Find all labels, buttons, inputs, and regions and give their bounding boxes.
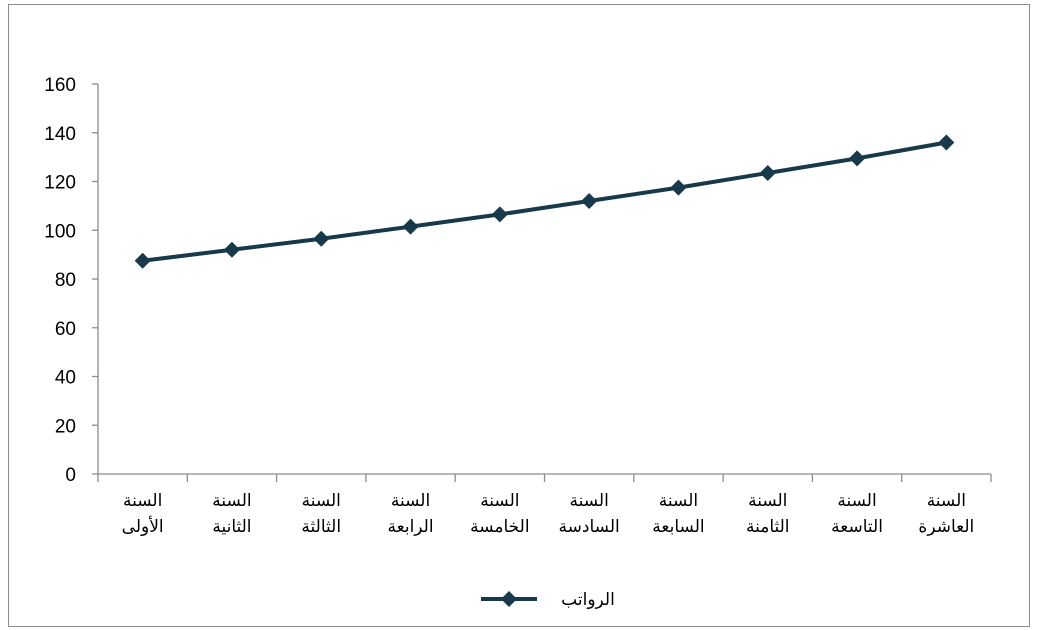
x-tick-label: السنة الأولى [122, 491, 164, 537]
y-tick-label: 0 [65, 465, 76, 486]
data-point-marker [849, 150, 866, 167]
y-tick-label: 60 [55, 319, 76, 340]
y-tick-label: 80 [55, 270, 76, 291]
x-tick-label: السنة الرابعة [388, 491, 434, 537]
data-point-marker [670, 179, 687, 196]
x-tick-label: السنة الثانية [212, 491, 251, 537]
data-point-marker [134, 252, 151, 269]
series-layer [134, 134, 955, 269]
x-tick-label: السنة الثالثة [301, 491, 341, 537]
chart-frame [8, 4, 1030, 627]
y-tick-label: 40 [55, 368, 76, 389]
x-tick-label: السنة العاشرة [918, 491, 974, 537]
legend: الرواتب [481, 590, 615, 610]
x-axis-ticks: السنة الأولى السنة الثانية السنة الثالثة السنة… [97, 474, 992, 537]
y-axis-ticks: 0 20 40 60 80 100 120 140 160 [44, 75, 98, 486]
legend-marker [501, 591, 517, 607]
data-point-marker [223, 241, 240, 258]
x-tick-label: السنة السادسة [559, 491, 620, 537]
data-point-marker [402, 218, 419, 235]
y-tick-label: 20 [55, 416, 76, 437]
data-point-marker [491, 206, 508, 223]
series-line [142, 140, 947, 263]
y-tick-label: 140 [44, 124, 76, 145]
y-tick-label: 100 [44, 221, 76, 242]
data-point-marker [759, 164, 776, 181]
data-point-marker [938, 134, 955, 151]
legend-label: الرواتب [561, 590, 615, 610]
axes [97, 84, 991, 475]
x-tick-label: السنة التاسعة [831, 491, 883, 537]
x-tick-label: السنة الثامنة [746, 491, 790, 537]
x-tick-label: السنة الخامسة [470, 491, 529, 537]
x-tick-label: السنة السابعة [652, 491, 704, 537]
data-point-marker [313, 230, 330, 247]
data-point-marker [581, 193, 598, 209]
y-tick-label: 160 [44, 75, 76, 96]
y-tick-label: 120 [44, 173, 76, 194]
